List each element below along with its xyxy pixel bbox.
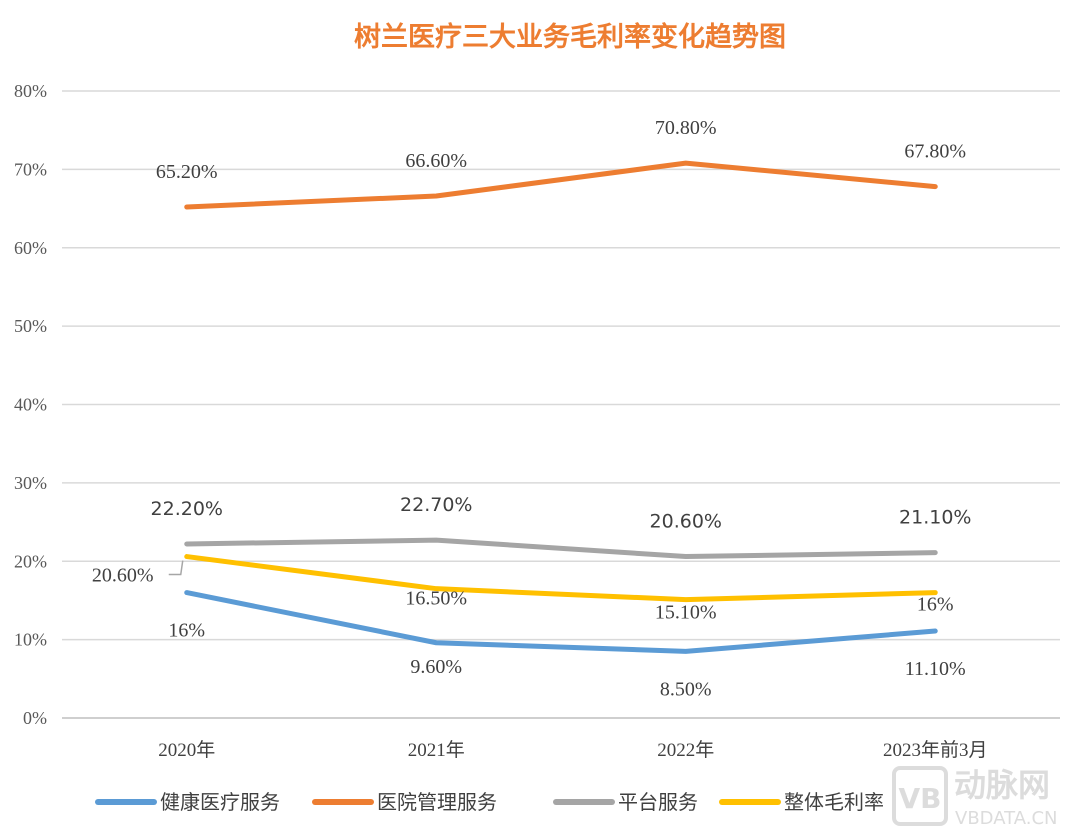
series-line-1 xyxy=(184,160,938,210)
legend-label: 医院管理服务 xyxy=(377,790,497,814)
series-line-0 xyxy=(184,590,938,654)
data-label: 20.60% xyxy=(650,511,722,533)
chart-title: 树兰医疗三大业务毛利率变化趋势图 xyxy=(354,21,786,53)
data-label: 21.10% xyxy=(899,507,971,529)
x-axis-ticks: 2020年 2021年 2022年 2023年前3月 xyxy=(158,739,987,761)
legend-label: 平台服务 xyxy=(618,790,698,814)
data-label: 20.60% xyxy=(92,565,154,587)
legend-label: 整体毛利率 xyxy=(784,790,884,814)
y-tick-label: 70% xyxy=(14,159,47,179)
x-tick-label: 2023年前3月 xyxy=(883,739,988,761)
series-line-2 xyxy=(184,537,938,560)
legend-label: 健康医疗服务 xyxy=(160,790,280,814)
y-tick-label: 20% xyxy=(14,551,47,571)
y-axis-ticks: 0% 10% 20% 30% 40% 50% 60% 70% 80% xyxy=(14,81,47,728)
data-label: 16% xyxy=(168,620,205,642)
data-label: 67.80% xyxy=(904,141,966,163)
y-tick-label: 80% xyxy=(14,81,47,101)
y-tick-label: 50% xyxy=(14,316,47,336)
data-label: 65.20% xyxy=(156,161,218,183)
watermark: VB 动脉网 VBDATA.CN xyxy=(892,766,1057,829)
data-label: 15.10% xyxy=(655,602,717,624)
y-tick-label: 40% xyxy=(14,395,47,415)
y-tick-label: 0% xyxy=(23,708,47,728)
data-label: 16% xyxy=(917,594,954,616)
legend: 健康医疗服务 医院管理服务 平台服务 整体毛利率 xyxy=(95,790,884,814)
data-labels: 16% 9.60% 8.50% 11.10% 65.20% 66.60% 70.80% 67.… xyxy=(92,117,972,700)
data-label: 9.60% xyxy=(410,656,462,678)
watermark-site: VBDATA.CN xyxy=(955,808,1057,829)
data-label: 22.20% xyxy=(151,498,223,520)
series-line-3 xyxy=(184,554,938,603)
data-label: 70.80% xyxy=(655,117,717,139)
data-label: 22.70% xyxy=(400,494,472,516)
leader-line xyxy=(168,560,184,576)
x-tick-label: 2021年 xyxy=(408,739,465,761)
watermark-name: 动脉网 xyxy=(954,766,1050,804)
data-label: 11.10% xyxy=(905,658,966,680)
data-label: 66.60% xyxy=(405,150,467,172)
y-tick-label: 10% xyxy=(14,630,47,650)
x-tick-label: 2022年 xyxy=(657,739,714,761)
watermark-logo: VB xyxy=(898,782,941,815)
y-tick-label: 30% xyxy=(14,473,47,493)
x-tick-label: 2020年 xyxy=(158,739,215,761)
series-lines xyxy=(184,160,938,654)
data-label: 16.50% xyxy=(405,588,467,610)
data-label: 8.50% xyxy=(660,678,712,700)
y-tick-label: 60% xyxy=(14,238,47,258)
